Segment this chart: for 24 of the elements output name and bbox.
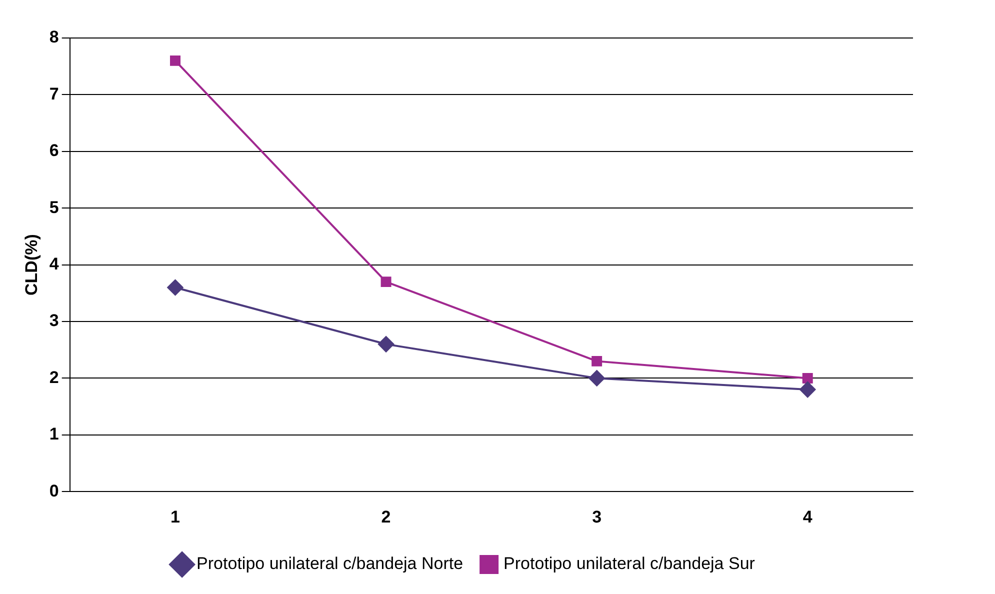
legend-label: Prototipo unilateral c/bandeja Sur (504, 554, 756, 574)
y-tick-label: 0 (49, 481, 59, 500)
y-tick-label: 5 (49, 198, 59, 217)
y-tick-label: 3 (49, 311, 59, 330)
y-tick-label: 4 (49, 254, 60, 274)
y-tick-label: 1 (49, 424, 59, 444)
point (170, 55, 180, 66)
y-axis-title: CLD(%) (22, 234, 41, 296)
x-tick-label: 1 (170, 507, 180, 526)
point (592, 356, 602, 366)
x-tick-label: 4 (802, 507, 813, 526)
x-tick-label: 3 (592, 507, 602, 526)
point (588, 370, 605, 386)
x-tick-label: 2 (381, 507, 391, 526)
y-tick-label: 7 (49, 84, 59, 104)
legend-label: Prototipo unilateral c/bandeja Norte (196, 554, 464, 574)
point (802, 372, 813, 384)
point (800, 382, 816, 398)
point (380, 276, 392, 288)
y-tick-label: 6 (49, 141, 59, 160)
y-tick-label: 8 (49, 28, 59, 47)
point (167, 279, 184, 296)
y-tick-label: 2 (49, 368, 59, 387)
point (378, 336, 394, 352)
